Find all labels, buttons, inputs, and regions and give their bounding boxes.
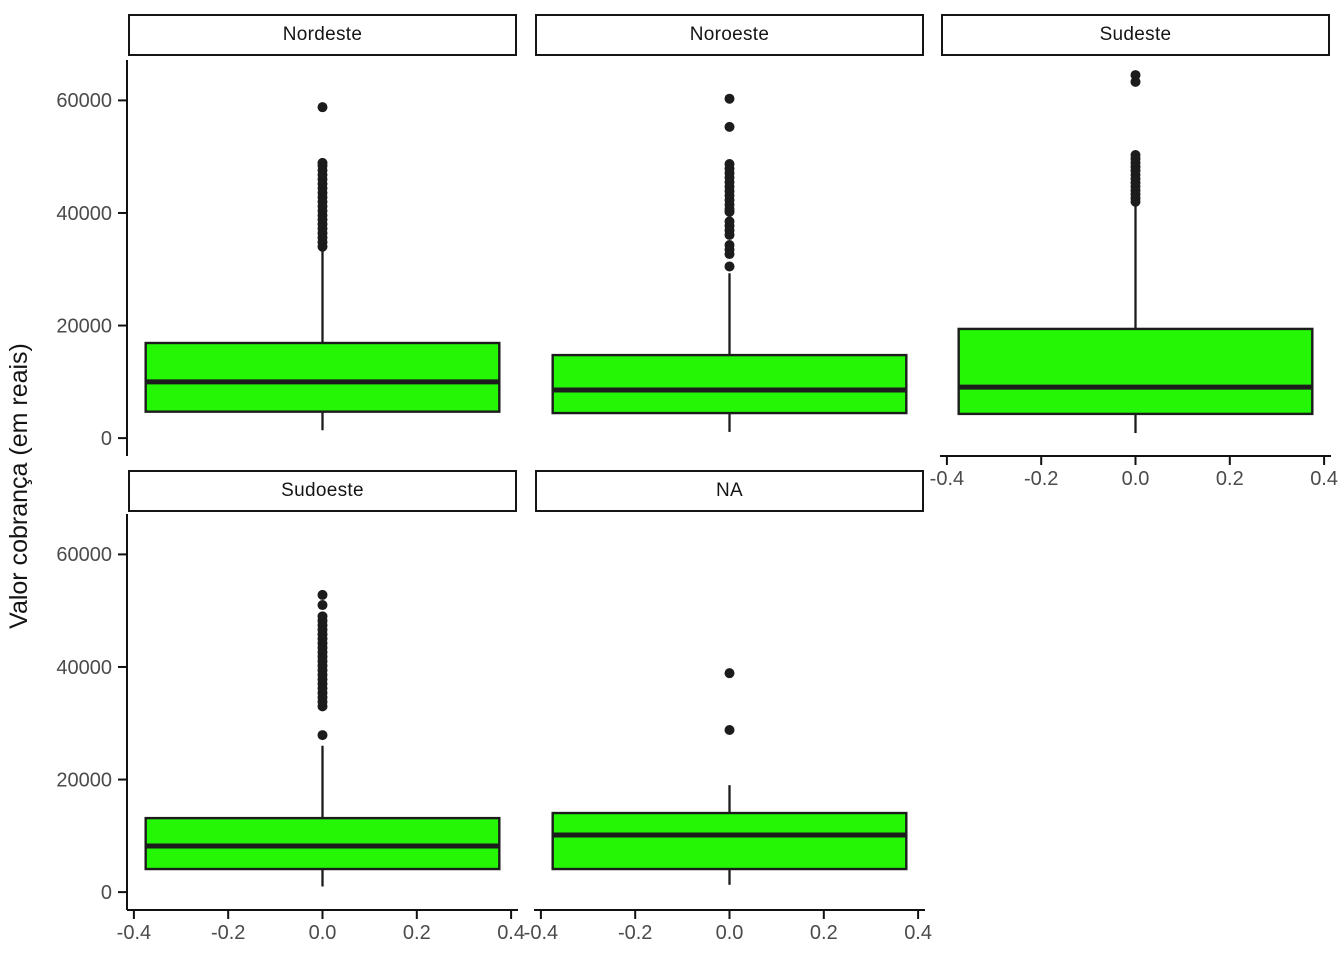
facet-strip-sudeste: Sudeste — [941, 14, 1330, 56]
x-tick-label: 0.0 — [716, 922, 744, 944]
x-tick-label: -0.2 — [211, 922, 245, 944]
x-tick-label: -0.4 — [930, 468, 964, 490]
facet-panel-nordeste — [144, 102, 501, 431]
x-tick-label: 0.2 — [810, 922, 838, 944]
x-tick-label: 0.4 — [497, 922, 525, 944]
x-tick-label: -0.2 — [1024, 468, 1058, 490]
facet-strip-na: NA — [535, 470, 924, 512]
x-tick-label: 0.0 — [309, 922, 337, 944]
facet-panel-na — [551, 668, 908, 885]
facet-strip-sudoeste: Sudoeste — [128, 470, 517, 512]
facet-strip-label: Sudeste — [1099, 24, 1172, 45]
y-tick-label: 60000 — [56, 90, 112, 112]
y-tick-label: 0 — [101, 428, 112, 450]
facet-strip-noroeste: Noroeste — [535, 14, 924, 56]
facet-panel-noroeste — [551, 93, 908, 432]
y-tick-label: 20000 — [56, 315, 112, 337]
x-tick-label: 0.4 — [904, 922, 932, 944]
y-tick-label: 60000 — [56, 544, 112, 566]
y-tick-label: 40000 — [56, 203, 112, 225]
x-tick-label: 0.4 — [1310, 468, 1338, 490]
x-tick-label: -0.2 — [618, 922, 652, 944]
y-axis-title: Valor cobrança (em reais) — [5, 343, 33, 629]
y-tick-label: 0 — [101, 882, 112, 904]
x-tick-label: 0.0 — [1122, 468, 1150, 490]
facet-strip-label: NA — [716, 480, 743, 501]
y-tick-label: 20000 — [56, 769, 112, 791]
x-tick-label: -0.4 — [524, 922, 558, 944]
facet-strip-label: Sudoeste — [281, 480, 364, 501]
facet-panel-sudoeste — [144, 589, 501, 887]
x-tick-label: 0.2 — [1216, 468, 1244, 490]
facet-strip-nordeste: Nordeste — [128, 14, 517, 56]
x-tick-label: -0.4 — [117, 922, 151, 944]
y-tick-label: 40000 — [56, 657, 112, 679]
x-tick-label: 0.2 — [403, 922, 431, 944]
facet-panel-sudeste — [957, 70, 1314, 434]
facet-strip-label: Nordeste — [282, 24, 363, 45]
facet-strip-label: Noroeste — [689, 24, 770, 45]
